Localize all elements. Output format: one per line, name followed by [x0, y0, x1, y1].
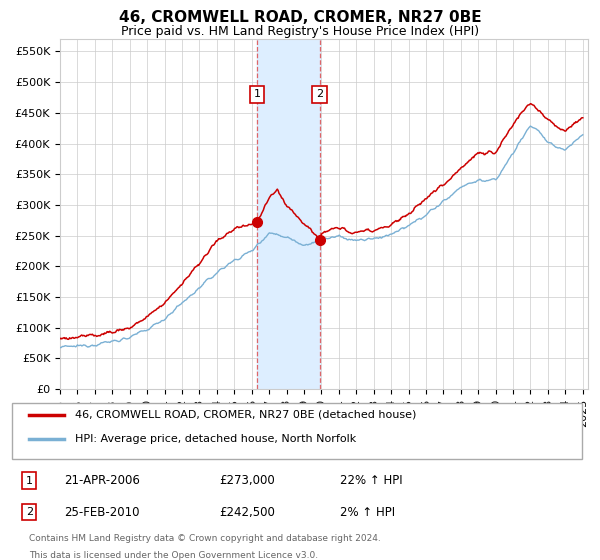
Text: Price paid vs. HM Land Registry's House Price Index (HPI): Price paid vs. HM Land Registry's House … — [121, 25, 479, 38]
Text: 46, CROMWELL ROAD, CROMER, NR27 0BE (detached house): 46, CROMWELL ROAD, CROMER, NR27 0BE (det… — [76, 409, 417, 419]
FancyBboxPatch shape — [12, 403, 582, 459]
Text: 21-APR-2006: 21-APR-2006 — [64, 474, 140, 487]
Text: 1: 1 — [253, 90, 260, 100]
Text: 46, CROMWELL ROAD, CROMER, NR27 0BE: 46, CROMWELL ROAD, CROMER, NR27 0BE — [119, 10, 481, 25]
Text: This data is licensed under the Open Government Licence v3.0.: This data is licensed under the Open Gov… — [29, 550, 319, 559]
Text: 2% ↑ HPI: 2% ↑ HPI — [340, 506, 395, 519]
Text: 2: 2 — [26, 507, 33, 517]
Text: 2: 2 — [316, 90, 323, 100]
Text: £273,000: £273,000 — [220, 474, 275, 487]
Text: Contains HM Land Registry data © Crown copyright and database right 2024.: Contains HM Land Registry data © Crown c… — [29, 534, 381, 543]
Text: 22% ↑ HPI: 22% ↑ HPI — [340, 474, 403, 487]
Text: 25-FEB-2010: 25-FEB-2010 — [64, 506, 139, 519]
Bar — [257, 39, 320, 389]
Text: 1: 1 — [26, 475, 33, 486]
Text: HPI: Average price, detached house, North Norfolk: HPI: Average price, detached house, Nort… — [76, 435, 356, 445]
Text: £242,500: £242,500 — [220, 506, 275, 519]
